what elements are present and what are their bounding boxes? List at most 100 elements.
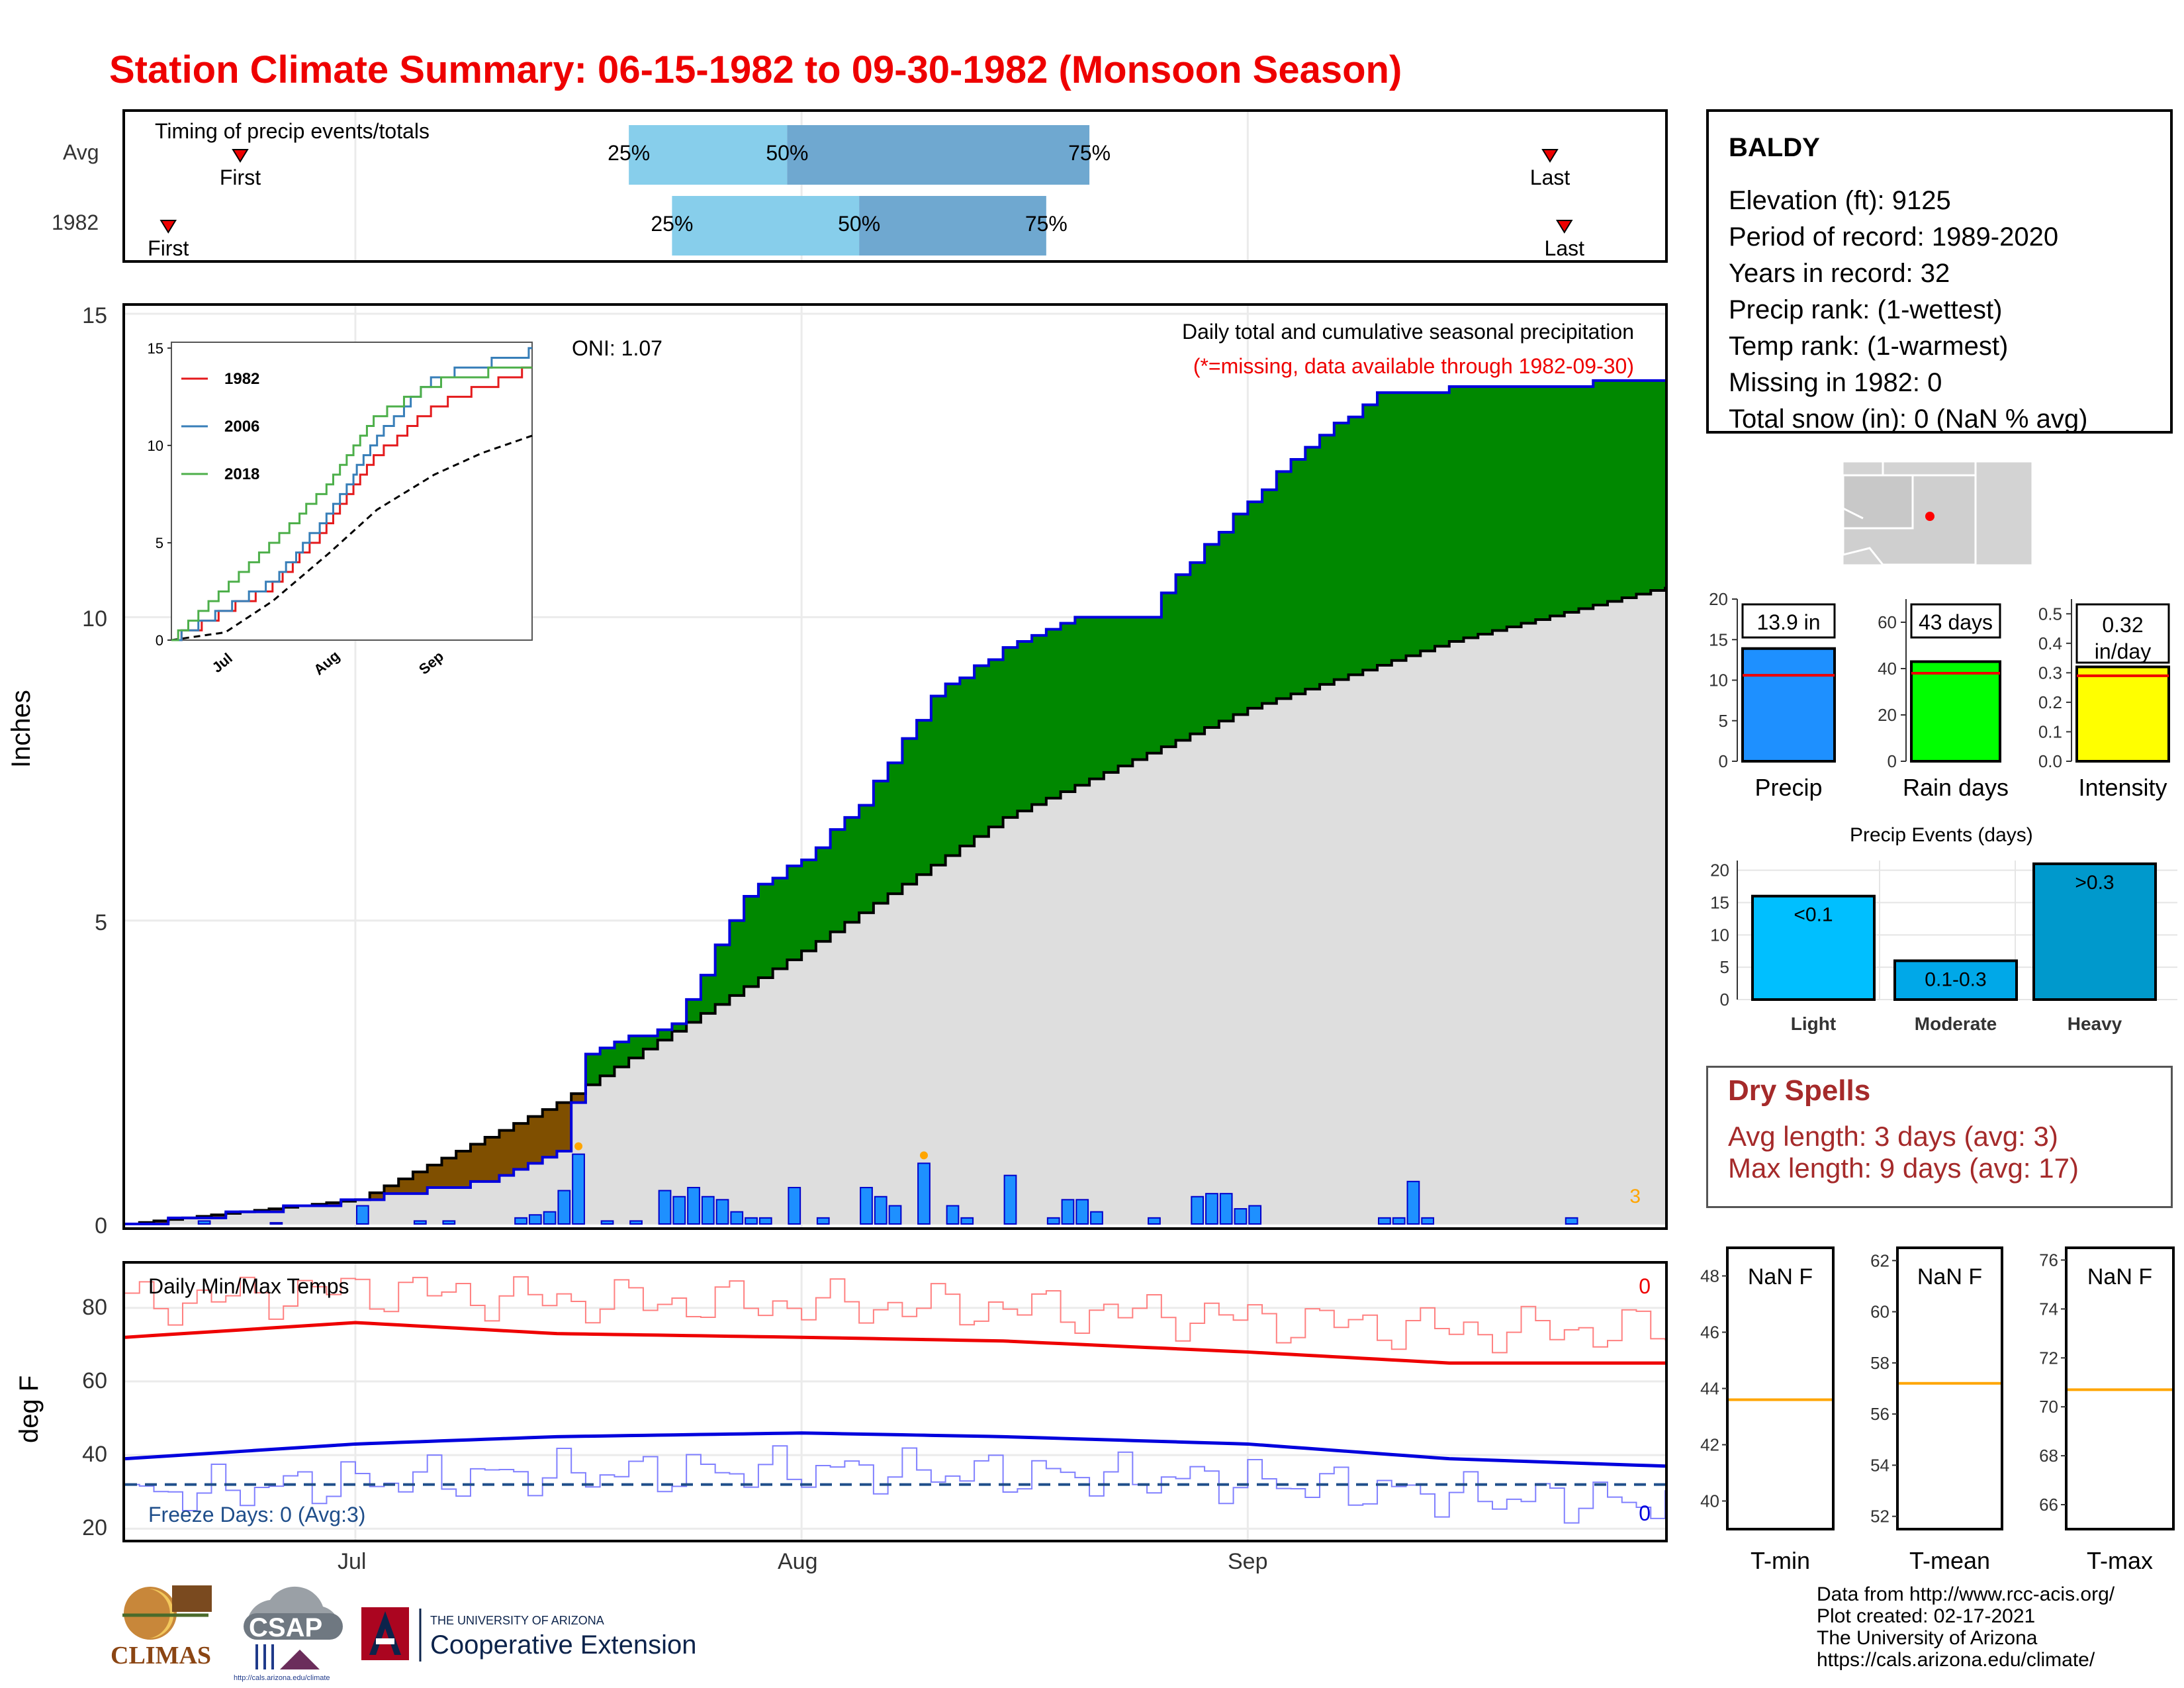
event-bar-inner-label: <0.1 <box>1794 904 1833 926</box>
daily-precip-bar <box>758 1217 772 1225</box>
timing-panel: Timing of precip events/totals 25% 50% 75% F… <box>122 109 1668 263</box>
summary-label-box <box>2075 603 2170 664</box>
daily-precip-bar <box>1148 1217 1161 1225</box>
summary-ytick: 20 <box>1709 589 1728 609</box>
inset-xtick: Jul <box>208 649 235 676</box>
summary-label-box <box>1910 603 2001 639</box>
timing-row-label-year: 1982 <box>52 211 99 234</box>
month-tick-aug: Aug <box>778 1549 818 1574</box>
daily-precip-bar <box>557 1190 571 1225</box>
daily-precip-bar <box>715 1199 729 1225</box>
dry-spells-avg: Avg length: 3 days (avg: 3) <box>1728 1121 2058 1152</box>
inset-ytick: 0 <box>156 632 163 649</box>
temp-box-label: T-max <box>2087 1547 2153 1574</box>
dry-spells-max: Max length: 9 days (avg: 17) <box>1728 1152 2079 1184</box>
summary-value-bar <box>1910 660 2001 763</box>
temp-box-value: NaN F <box>1748 1264 1813 1289</box>
daily-precip-bar <box>917 1162 931 1225</box>
temp-box-ytick: 74 <box>2039 1299 2058 1319</box>
inset-series-2006 <box>171 347 532 641</box>
timing-box-lower <box>629 125 788 185</box>
precip-chart: Daily total and cumulative seasonal prec… <box>125 306 1665 1227</box>
daily-precip-bar <box>629 1220 643 1225</box>
month-tick-sep: Sep <box>1228 1549 1268 1574</box>
inset-ytick: 10 <box>148 438 163 454</box>
timing-chart: Timing of precip events/totals 25% 50% 75% F… <box>148 112 1585 260</box>
events-title: Precip Events (days) <box>1850 824 2033 846</box>
event-bar-label: Light <box>1791 1013 1836 1034</box>
inset-series-1982 <box>171 366 532 641</box>
daily-precip-bar <box>658 1190 672 1225</box>
precip-ytick: 15 <box>82 303 107 328</box>
daily-precip-bar <box>514 1217 527 1225</box>
events-ytick: 20 <box>1710 861 1729 880</box>
heavy-event-marker <box>919 1151 928 1160</box>
daily-precip-bar <box>600 1220 614 1225</box>
footer-url: https://cals.arizona.edu/climate/ <box>1817 1649 2095 1671</box>
daily-precip-bar <box>1248 1205 1262 1225</box>
summary-ytick: 40 <box>1878 659 1897 679</box>
temp-box-ytick: 72 <box>2039 1348 2058 1368</box>
daily-precip-bar <box>701 1196 715 1225</box>
temp-box-ytick: 60 <box>1870 1302 1889 1322</box>
station-info-box: BALDY Elevation (ft): 9125 Period of rec… <box>1706 109 2173 434</box>
temp-box-ytick: 58 <box>1870 1353 1889 1373</box>
dry-spells-title: Dry Spells <box>1728 1074 1871 1107</box>
csap-logo-text: CSAP <box>249 1613 322 1642</box>
timing-row-label-avg: Avg <box>63 140 99 164</box>
ua-small-text: THE UNIVERSITY OF ARIZONA <box>430 1614 604 1627</box>
above-avg-area <box>168 380 1665 1220</box>
temp-box-ytick: 56 <box>1870 1404 1889 1424</box>
timing-q25-label: 25% <box>651 212 693 236</box>
temps-ylabel: deg F <box>15 1375 44 1443</box>
last-marker <box>1541 149 1559 163</box>
climas-logo-text: CLIMAS <box>111 1642 211 1669</box>
daily-precip-bar <box>197 1220 211 1225</box>
summary-label-box <box>1741 603 1836 639</box>
temp-ytick: 20 <box>82 1515 107 1541</box>
event-bar-inner-label: 0.1-0.3 <box>1925 968 1986 990</box>
timing-q50-label: 50% <box>766 141 808 165</box>
temp-box-ytick: 54 <box>1870 1455 1889 1475</box>
locator-map <box>1843 462 2032 565</box>
temp-box-ytick: 42 <box>1700 1435 1719 1455</box>
temp-box-value: NaN F <box>1917 1264 1982 1289</box>
max-count: 0 <box>1639 1274 1651 1298</box>
summary-bar-label: Intensity <box>2078 774 2167 801</box>
precip-subtitle: Daily total and cumulative seasonal prec… <box>1182 320 1634 344</box>
station-missing: Missing in 1982: 0 <box>1729 368 1942 397</box>
first-marker <box>159 220 177 234</box>
summary-ytick: 15 <box>1709 630 1728 649</box>
daily-precip-bar <box>1406 1180 1420 1225</box>
daily-precip-bar <box>960 1217 974 1225</box>
summary-ytick: 0.2 <box>2038 692 2062 712</box>
daily-precip-bar <box>672 1196 686 1225</box>
timing-last-label: Last <box>1545 236 1585 260</box>
inset-chart: 0 5 10 15 Jul Aug Sep 1982 2006 2018 <box>148 340 533 679</box>
timing-q75-label: 75% <box>1068 141 1111 165</box>
first-marker <box>232 149 249 163</box>
heavy-event-marker <box>574 1142 583 1150</box>
precip-ytick: 5 <box>95 910 107 935</box>
min-count: 0 <box>1639 1501 1651 1525</box>
below-avg-area <box>139 1094 586 1224</box>
events-ytick: 5 <box>1720 957 1729 977</box>
summary-bar-0: 0 5 10 15 20 13.9 in Precip <box>1709 589 1836 801</box>
temps-title: Daily Min/Max Temps <box>148 1274 349 1298</box>
last-marker <box>1555 220 1573 234</box>
precip-panel: Daily total and cumulative seasonal prec… <box>122 303 1668 1230</box>
temp-box-label: T-min <box>1751 1547 1810 1574</box>
daily-precip-bar <box>1075 1199 1089 1225</box>
corner-count: 3 <box>1629 1186 1641 1207</box>
temp-box-ytick: 44 <box>1700 1379 1719 1399</box>
event-bar-label: Moderate <box>1915 1013 1997 1034</box>
inset-legend-label: 1982 <box>224 370 259 388</box>
avg-min-line <box>125 1431 1665 1468</box>
observed-cumulative-line <box>125 379 1665 1225</box>
daily-precip-bar <box>1421 1217 1435 1225</box>
ua-big-text: Cooperative Extension <box>430 1630 696 1660</box>
daily-precip-bar <box>888 1205 902 1225</box>
summary-ytick: 0.0 <box>2038 751 2062 771</box>
station-years: Years in record: 32 <box>1729 259 1950 288</box>
summary-value-text: 0.32 <box>2102 613 2143 637</box>
